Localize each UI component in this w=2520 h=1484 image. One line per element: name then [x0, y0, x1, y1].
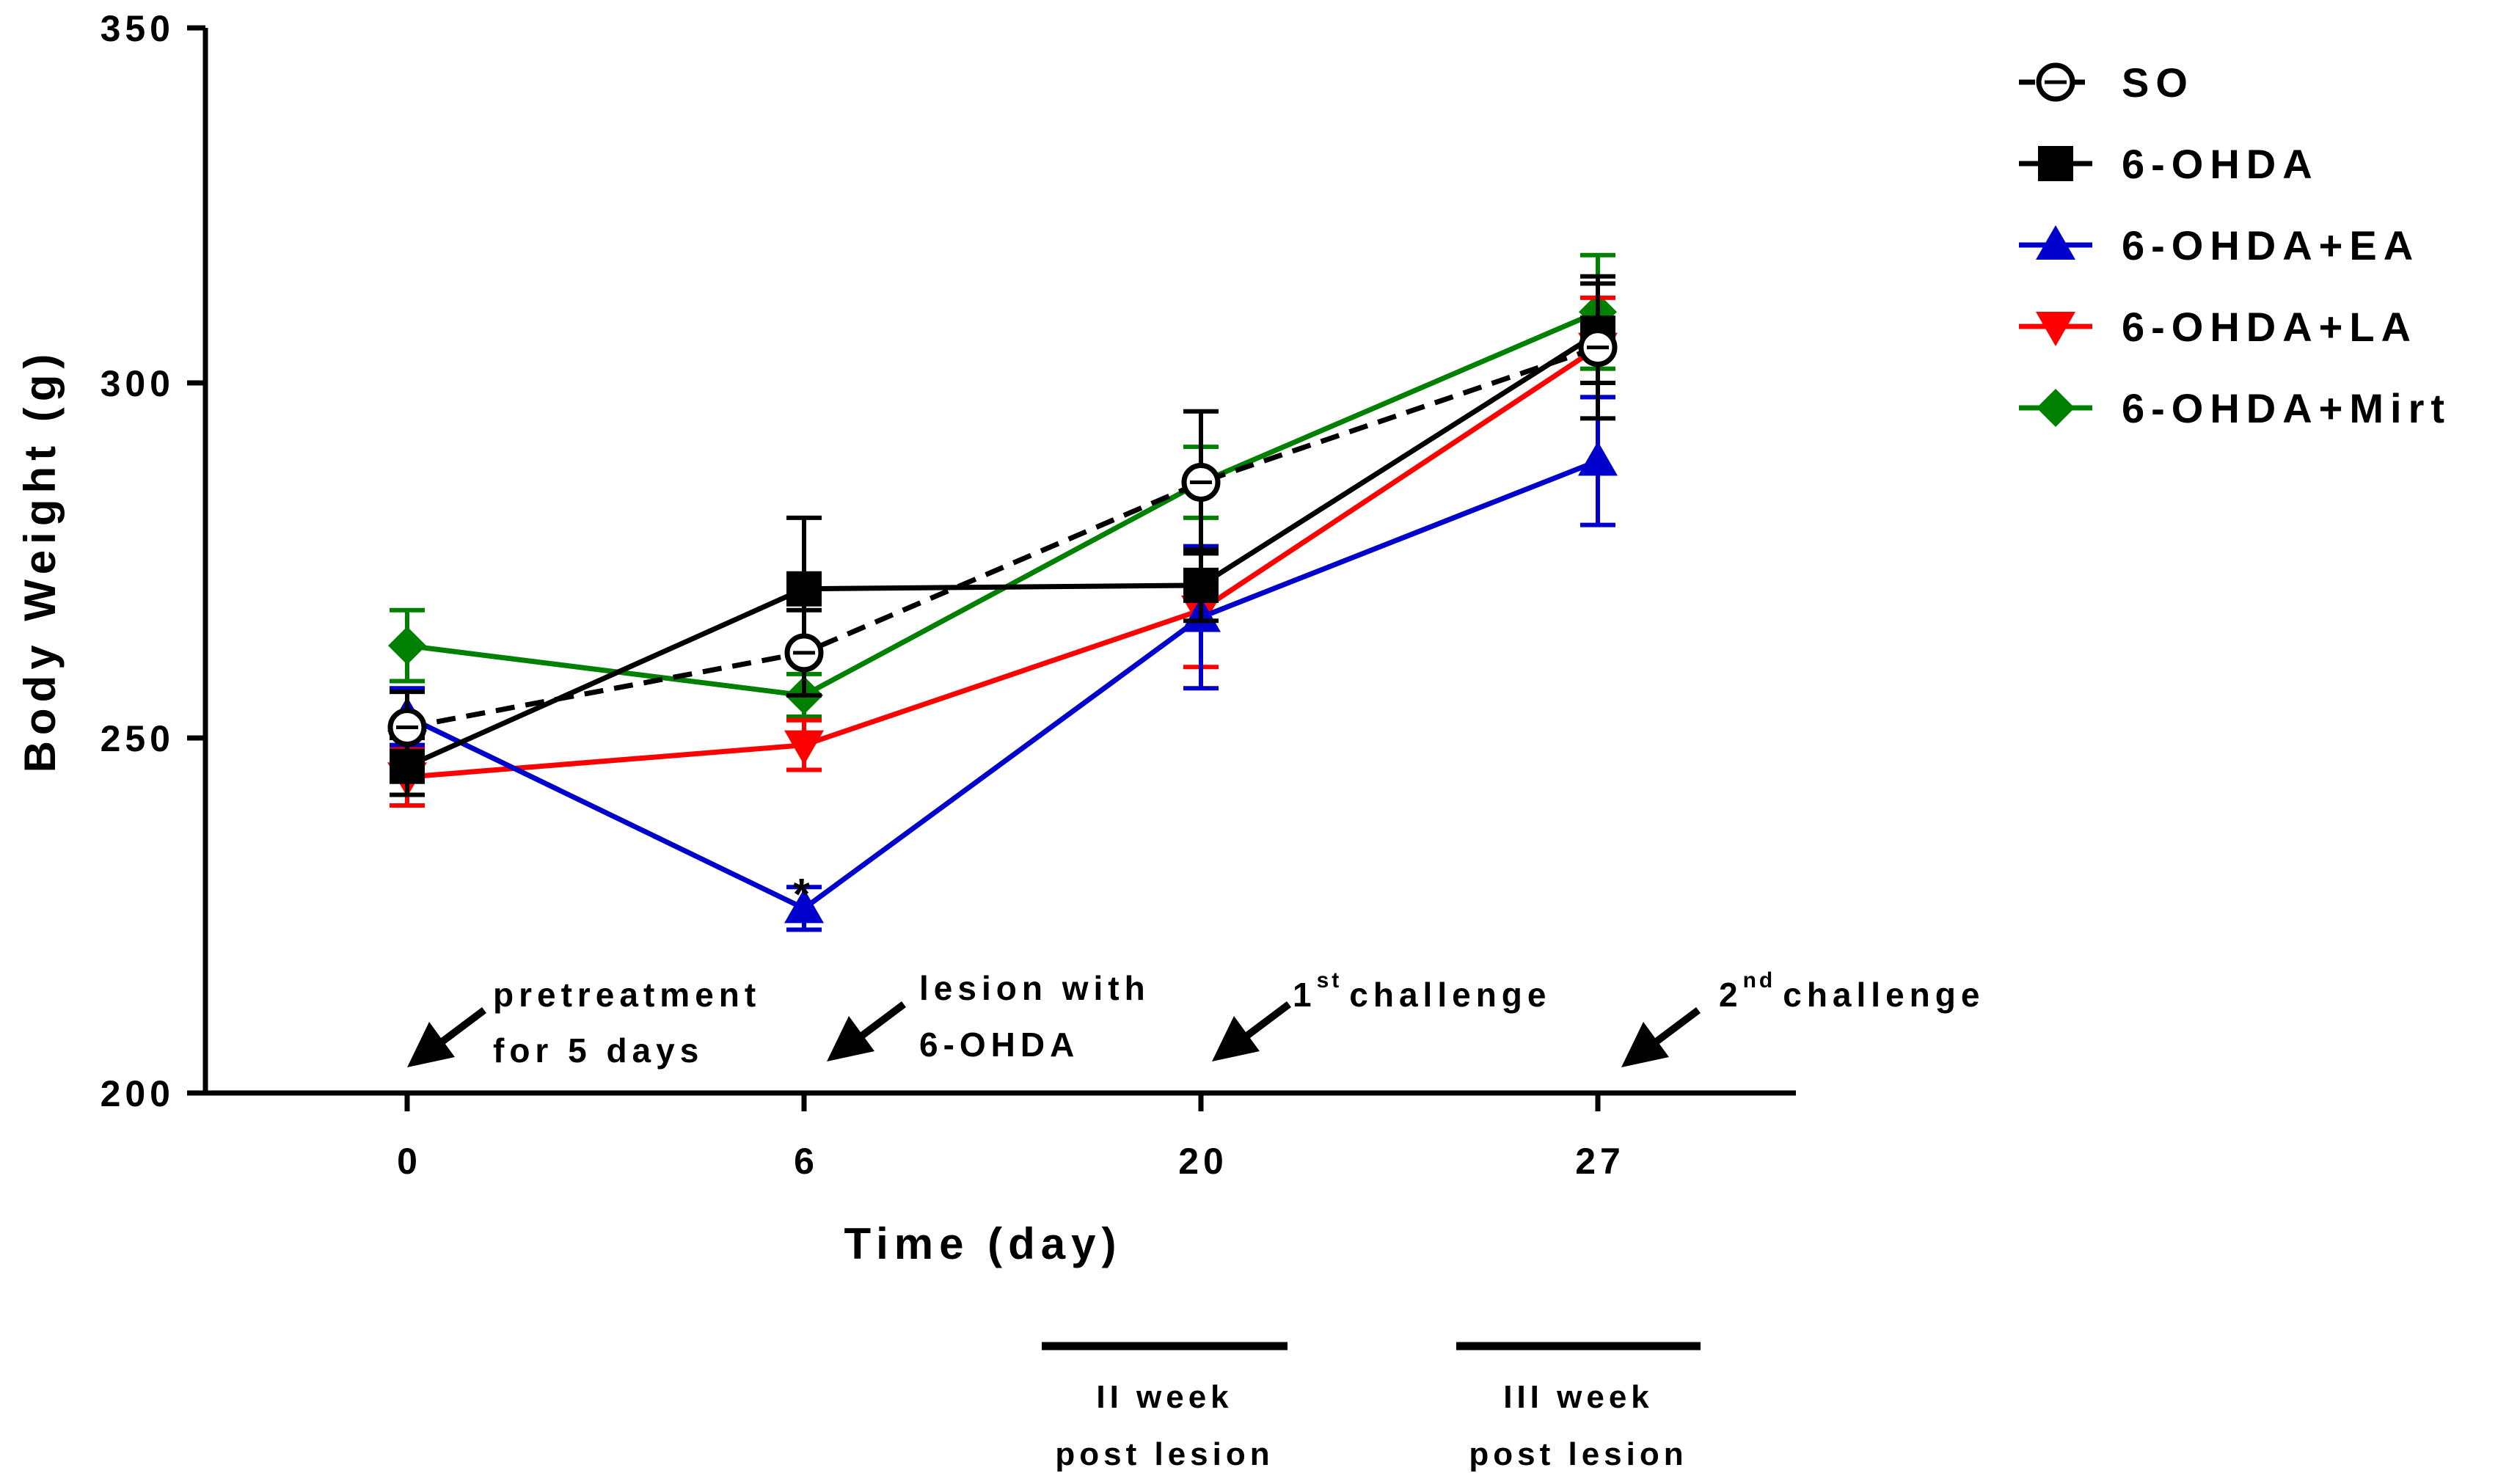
series-line [406, 345, 1599, 730]
legend-label: SO [2122, 59, 2194, 106]
data-point [388, 626, 426, 665]
annotation-label: challenge [1783, 976, 1984, 1014]
arrow-head [827, 1016, 874, 1061]
y-tick-label: 250 [101, 718, 175, 759]
series-line [406, 345, 1599, 780]
annotations: pretreatment for 5 days lesion with 6-OHDA 1… [407, 968, 1984, 1070]
data-point [784, 633, 824, 673]
annotation-text: lesion with [919, 969, 1150, 1007]
series-6-ohda-mirt [388, 252, 1617, 719]
arrow-shaft [1652, 1007, 1701, 1046]
x-tick-label: 0 [397, 1141, 422, 1182]
annotation-ordinal: 2 [1719, 976, 1743, 1014]
series-line [406, 331, 1599, 769]
annotation-arrow [1621, 1007, 1701, 1067]
arrow-shaft [438, 1007, 486, 1046]
annotation-text: 6-OHDA [919, 1026, 1079, 1064]
axes: 200 250 300 350 0 6 20 27 Time (day) Body Weight … [15, 8, 1796, 1268]
x-tick-label: 6 [794, 1141, 819, 1182]
x-tick-label: 27 [1575, 1141, 1625, 1182]
data-point [1578, 441, 1618, 476]
arrow-shaft [1243, 1001, 1291, 1040]
legend-entry: 6-OHDA [2019, 141, 2319, 187]
annotation-text: pretreatment [493, 976, 761, 1014]
period-label: III week [1503, 1379, 1654, 1415]
series-so [387, 274, 1618, 765]
data-point [387, 707, 427, 747]
legend-entry: 6-OHDA+Mirt [2019, 385, 2451, 431]
legend-label: 6-OHDA [2122, 141, 2319, 187]
legend-entry: 6-OHDA+LA [2019, 304, 2417, 350]
annotation-arrow [827, 1001, 906, 1061]
legend-marker [2037, 389, 2075, 427]
data-point [784, 888, 824, 924]
series-6-ohda-la [387, 295, 1618, 808]
annotation-label: challenge [1349, 976, 1551, 1014]
annotation-text: for 5 days [493, 1031, 704, 1070]
annotation-arrow [1212, 1001, 1291, 1061]
legend: SO 6-OHDA 6-OHDA+EA 6-OHDA+LA 6-OHDA+Mirt [2019, 59, 2451, 431]
annotation-superscript: st [1317, 968, 1343, 993]
data-point [786, 571, 822, 607]
annotation-arrow [407, 1007, 486, 1067]
period-label: post lesion [1469, 1436, 1687, 1472]
series-6-ohda [390, 281, 1615, 797]
y-tick-label: 300 [101, 363, 175, 404]
y-axis-title: Body Weight (g) [15, 348, 65, 773]
data-point [1181, 463, 1221, 502]
legend-label: 6-OHDA+LA [2122, 304, 2417, 350]
legend-marker [2036, 62, 2075, 102]
annotation-text: 2nd challenge [1719, 968, 1984, 1014]
legend-marker [2036, 225, 2075, 260]
data-point [784, 730, 824, 765]
annotation-text: 1st challenge [1293, 968, 1551, 1014]
series-6-ohda-ea [387, 395, 1618, 932]
series-line [406, 309, 1599, 698]
data-series: * [387, 252, 1618, 932]
data-point [1578, 328, 1618, 368]
arrow-head [1621, 1022, 1669, 1067]
x-axis-title: Time (day) [844, 1219, 1122, 1268]
period-label: post lesion [1055, 1436, 1274, 1472]
series-line [406, 458, 1599, 911]
legend-label: 6-OHDA+EA [2122, 222, 2419, 268]
period-label: II week [1096, 1379, 1232, 1415]
legend-entry: SO [2019, 59, 2194, 106]
x-tick-label: 20 [1178, 1141, 1228, 1182]
arrow-shaft [858, 1001, 906, 1040]
significance-star: * [793, 869, 815, 918]
data-point [1183, 567, 1219, 603]
y-tick-label: 200 [101, 1073, 175, 1114]
legend-marker [2036, 312, 2075, 346]
period-bars: II week post lesion III week post lesion [1042, 1342, 1701, 1472]
y-tick-label: 350 [101, 8, 175, 49]
legend-label: 6-OHDA+Mirt [2122, 385, 2451, 431]
legend-entry: 6-OHDA+EA [2019, 222, 2419, 268]
annotation-ordinal: 1 [1293, 976, 1317, 1014]
annotation-superscript: nd [1743, 968, 1776, 993]
arrow-head [1212, 1016, 1260, 1061]
arrow-head [407, 1022, 455, 1067]
legend-marker [2038, 146, 2073, 181]
